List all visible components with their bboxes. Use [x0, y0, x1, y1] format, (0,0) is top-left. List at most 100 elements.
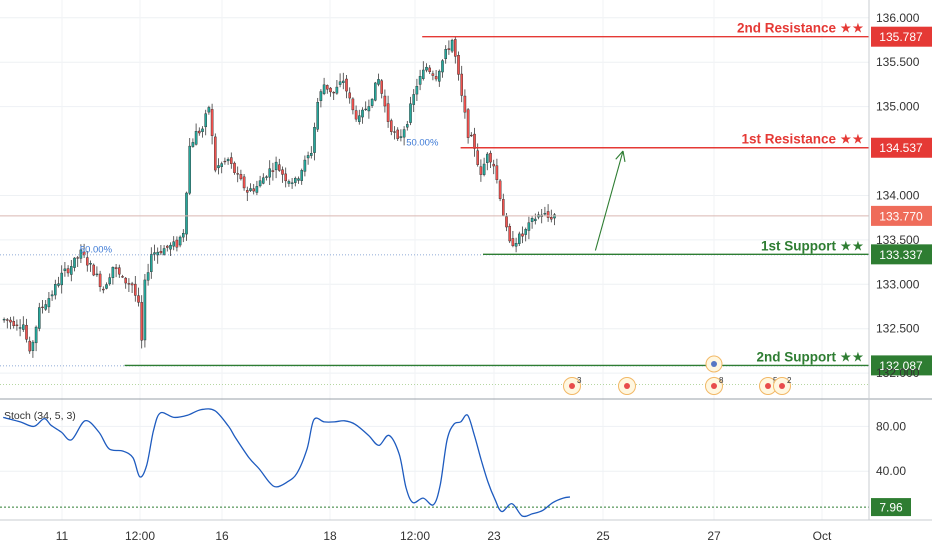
candle-body	[191, 142, 195, 147]
candle-body	[38, 307, 41, 329]
candle-body	[284, 173, 288, 182]
candle-body	[159, 251, 163, 254]
candle-body	[278, 164, 281, 171]
stoch-level-tag	[871, 498, 911, 517]
candle-body	[502, 199, 505, 216]
candle-body	[95, 273, 99, 276]
candle-body	[322, 84, 326, 94]
candle-body	[473, 133, 476, 149]
candle-body	[345, 78, 348, 92]
candle-body	[226, 159, 230, 162]
arrow-head	[615, 150, 624, 160]
event-marker-count: 2	[787, 376, 792, 385]
candle-body	[521, 233, 524, 237]
candle-body	[406, 124, 409, 128]
candle-body	[204, 113, 208, 128]
candle-body	[438, 70, 441, 82]
arrow-shaft	[594, 150, 624, 251]
candle-body	[486, 153, 489, 163]
candle-body	[25, 324, 28, 340]
candle-body	[342, 80, 345, 84]
candle-body	[229, 157, 233, 164]
candle-body	[223, 160, 227, 163]
support-resistance-levels: 2nd Resistance ★★ 135.787 1st Resistance ★…	[0, 21, 932, 386]
candle-body	[463, 95, 467, 113]
candle-body	[396, 129, 400, 139]
event-markers: 3852	[563, 355, 792, 395]
candle-body	[111, 267, 115, 278]
candle-body	[217, 165, 220, 169]
candle-body	[73, 257, 76, 268]
candle-body	[105, 284, 108, 289]
candle-body	[31, 341, 35, 351]
candle-body	[476, 150, 480, 165]
fib-percent-label: 50.00%	[406, 138, 439, 149]
candle-body	[409, 103, 412, 123]
candle-body	[422, 69, 425, 79]
time-tick-label: 23	[487, 529, 501, 543]
candle-body	[239, 173, 243, 180]
candle-body	[441, 60, 444, 73]
candle-body	[444, 49, 448, 60]
fib-percent-label: 50.00%	[80, 244, 113, 255]
candle-body	[428, 67, 432, 73]
candle-body	[114, 267, 118, 270]
candle-body	[297, 178, 300, 181]
stochastic-pane: Stoch (34, 5, 3) 80.00 40.00 7.96	[0, 408, 911, 518]
event-marker-dot	[569, 383, 575, 389]
candle-body	[181, 232, 185, 238]
candle-body	[220, 163, 224, 167]
candle-body	[210, 109, 214, 136]
candle-body	[402, 129, 406, 138]
candle-body	[233, 162, 236, 173]
candle-body	[117, 267, 121, 275]
time-axis[interactable]: 11 12:00 16 18 12:00 23 25 27 Oct	[0, 519, 932, 543]
candle-body	[518, 233, 521, 244]
candle-body	[98, 273, 102, 287]
candle-body	[511, 238, 515, 246]
candle-body	[412, 94, 416, 105]
candle-body	[47, 298, 51, 308]
candle-body	[2, 319, 6, 321]
candle-body	[146, 272, 150, 281]
candle-body	[303, 159, 307, 172]
last-price-tag	[871, 205, 932, 226]
candle-body	[457, 55, 460, 75]
time-tick-label: 16	[215, 529, 229, 543]
candle-body	[460, 73, 464, 96]
candle-body	[242, 176, 246, 189]
candle-body	[92, 264, 95, 276]
candle-body	[479, 166, 483, 175]
level-price-tag	[871, 26, 932, 47]
candle-body	[505, 216, 508, 228]
stoch-line	[3, 408, 571, 518]
price-axis[interactable]: 136.000 135.500 135.000 134.000 133.500 133.0…	[871, 11, 932, 380]
candle-body	[425, 66, 428, 71]
candle-body	[201, 128, 204, 132]
candle-body	[415, 86, 419, 95]
candle-body	[326, 85, 329, 90]
candle-body	[185, 192, 188, 235]
candle-body	[358, 115, 361, 122]
candle-body	[399, 136, 403, 138]
candle-body	[69, 266, 73, 275]
candle-body	[527, 222, 531, 231]
candle-body	[386, 103, 390, 122]
candle-body	[252, 188, 256, 192]
level-price-value: 134.537	[879, 141, 923, 155]
candle-body	[22, 324, 25, 330]
candle-body	[165, 245, 169, 248]
last-price-value: 133.770	[879, 209, 923, 223]
candle-body	[262, 177, 265, 184]
stoch-title: Stoch (34, 5, 3)	[4, 410, 76, 422]
candle-body	[34, 326, 38, 344]
candle-body	[546, 211, 550, 218]
candle-body	[143, 279, 147, 341]
candle-body	[367, 106, 371, 112]
candle-body	[313, 127, 316, 153]
candle-body	[213, 136, 217, 171]
stoch-tick-label: 80.00	[876, 419, 906, 433]
candle-body	[18, 327, 22, 329]
candle-body	[188, 145, 192, 194]
candle-body	[319, 91, 323, 101]
